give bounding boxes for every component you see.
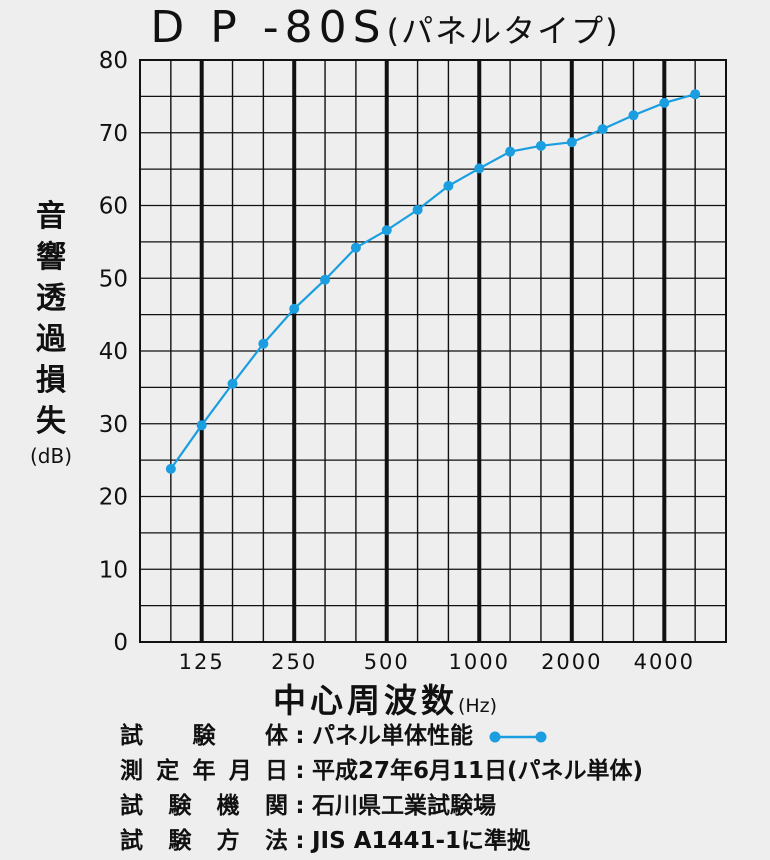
note-value: JIS A1441-1に準拠: [312, 828, 531, 854]
x-label-unit: (Hz): [457, 695, 498, 717]
note-key: 測定年月日: [120, 758, 288, 784]
x-label-main: 中心周波数: [272, 681, 458, 720]
note-value: 石川県工業試験場: [312, 793, 496, 819]
data-point: [165, 463, 176, 474]
y-tick-label: 70: [99, 121, 128, 147]
y-tick-label: 50: [99, 266, 128, 292]
y-tick-label: 80: [99, 48, 128, 74]
note-lab: 試験機関 : 石川県工業試験場: [120, 789, 760, 824]
data-point: [227, 378, 238, 389]
data-point: [350, 242, 361, 253]
data-point: [535, 140, 546, 151]
data-point: [628, 110, 639, 121]
data-point: [690, 89, 701, 100]
data-point: [258, 338, 269, 349]
chart-title: D P -80S(パネルタイプ): [0, 2, 770, 53]
x-axis-label: 中心周波数(Hz): [0, 674, 770, 722]
y-tick-label: 0: [113, 630, 128, 656]
data-point: [412, 204, 423, 215]
x-tick-label: 1000: [449, 650, 510, 674]
y-tick-label: 10: [99, 557, 128, 583]
series-line: [169, 93, 696, 470]
legend-line-marker-icon: [489, 731, 547, 742]
y-tick-label: 20: [99, 485, 128, 511]
x-tick-label: 4000: [634, 650, 695, 674]
note-key: 試験方法: [120, 828, 288, 854]
note-specimen: 試験体 : パネル単体性能: [120, 719, 760, 754]
note-colon: :: [295, 758, 305, 784]
note-colon: :: [295, 828, 305, 854]
y-tick-label: 30: [99, 412, 128, 438]
data-point: [196, 420, 207, 431]
note-date: 測定年月日 : 平成27年6月11日(パネル単体): [120, 754, 760, 789]
data-point: [443, 180, 454, 191]
x-tick-label: 500: [364, 650, 410, 674]
note-colon: :: [295, 793, 305, 819]
y-tick-label: 40: [99, 339, 128, 365]
y-label-glyph: 響: [36, 240, 66, 275]
y-axis-label: 音 響 透 過 損 失 (dB): [28, 196, 74, 468]
chart-title-sub: (パネルタイプ): [386, 12, 620, 50]
data-point: [381, 225, 392, 236]
chart-plot-area: 0 10 20 30 40 50 60 70 80 125 250 500 1000 2000 4000: [99, 48, 727, 674]
x-tick-label: 2000: [541, 650, 602, 674]
data-point: [597, 124, 608, 135]
chart-title-main: D P -80S: [150, 2, 387, 53]
note-colon: :: [295, 723, 305, 749]
note-key: 試験機関: [120, 793, 288, 819]
y-label-unit: (dB): [29, 444, 73, 468]
data-point: [566, 137, 577, 148]
data-point: [320, 274, 331, 285]
y-label-glyph: 音: [36, 199, 66, 234]
y-label-glyph: 損: [36, 363, 66, 398]
test-info: 試験体 : パネル単体性能 測定年月日 : 平成27年6月11日(パネル単体) …: [120, 719, 760, 859]
data-point: [474, 163, 485, 174]
data-point: [289, 303, 300, 314]
x-tick-label: 125: [179, 650, 225, 674]
data-point: [659, 97, 670, 108]
note-key: 試験体: [120, 723, 288, 749]
y-label-glyph: 失: [36, 404, 66, 439]
x-tick-label: 250: [271, 650, 317, 674]
note-value: 平成27年6月11日(パネル単体): [312, 758, 644, 784]
note-method: 試験方法 : JIS A1441-1に準拠: [120, 824, 760, 859]
note-value: パネル単体性能: [312, 723, 473, 749]
y-tick-label: 60: [99, 194, 128, 220]
data-point: [505, 146, 516, 157]
y-label-glyph: 透: [36, 281, 66, 316]
y-label-glyph: 過: [36, 322, 66, 357]
